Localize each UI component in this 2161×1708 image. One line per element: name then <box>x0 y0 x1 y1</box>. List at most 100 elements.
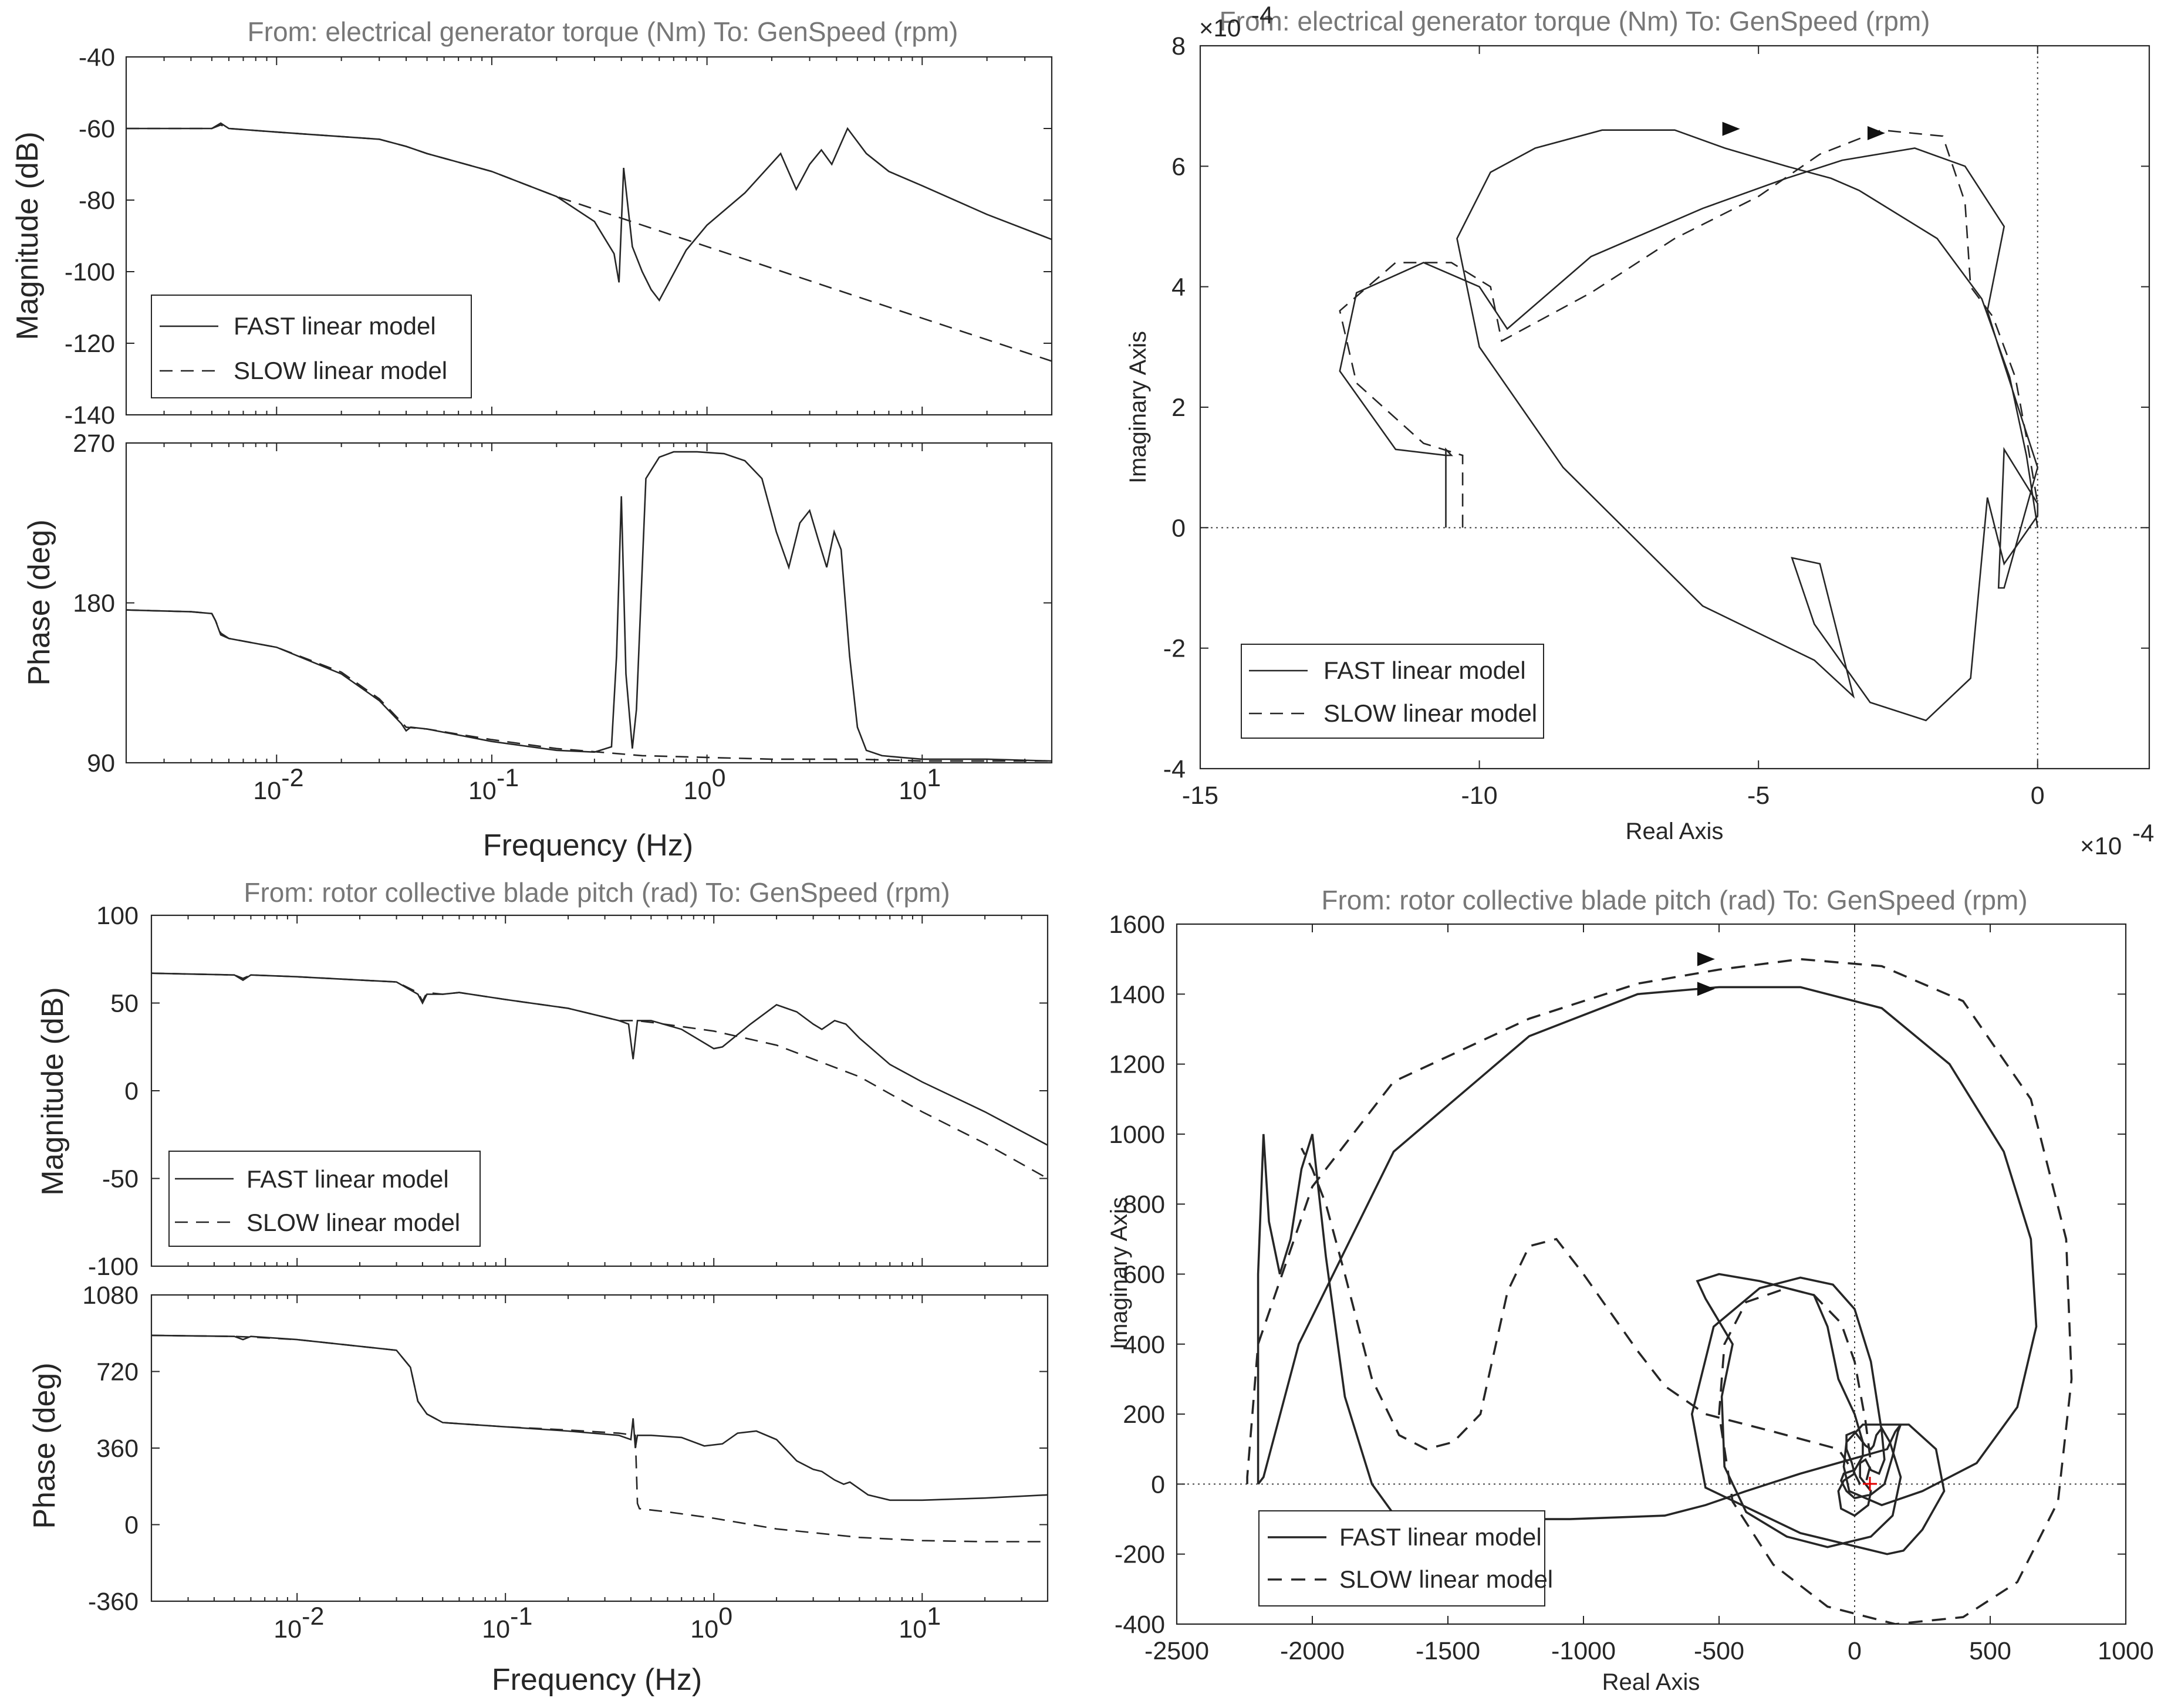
bode1-mag-frame <box>125 56 1053 416</box>
nyquist2-xtick-label: -500 <box>1694 1637 1744 1665</box>
nyquist1-ytick-label: 2 <box>1171 394 1186 422</box>
nyquist2-ytick-label: 1400 <box>1109 980 1165 1009</box>
nyquist2-ytick-label: 1600 <box>1109 911 1165 939</box>
bode2-phase-xtick-label-exp: -2 <box>302 1602 324 1631</box>
nyquist2-xtick-label: -2500 <box>1144 1637 1209 1665</box>
bode2-phase-ytick-label: 360 <box>96 1435 139 1463</box>
bode1-phase-curves <box>126 451 1052 762</box>
bode2-mag-series-slow <box>151 972 1048 1179</box>
nyquist2-title: From: rotor collective blade pitch (rad)… <box>1321 885 2027 915</box>
nyquist2-ytick-label: -400 <box>1115 1611 1165 1639</box>
nyquist1-xtick-label: 0 <box>2031 782 2045 810</box>
nyquist2-xtick-label: 1000 <box>2098 1637 2154 1665</box>
bode1-phase-yticks: 90 180 270 <box>73 429 1052 777</box>
nyquist2-zero-lines <box>1177 924 2126 1624</box>
bode1-phase-ytick-label: 270 <box>73 429 115 458</box>
bode2-phase-series-fast <box>151 1334 1048 1501</box>
nyquist2-ytick-label: 400 <box>1123 1331 1165 1359</box>
bode2-mag-ytick-label: 0 <box>124 1077 139 1105</box>
bode2-phase-series-group <box>151 1334 1048 1543</box>
bode1-phase-xtick-label-exp: 1 <box>927 764 941 792</box>
bode1-mag-series-fast <box>126 122 1052 302</box>
bode1-mag-ytick-label: -60 <box>79 115 115 143</box>
bode1-legend-slow-label: SLOW linear model <box>234 357 447 384</box>
nyquist1-series-fast <box>1339 129 2039 722</box>
bode1-title: From: electrical generator torque (Nm) T… <box>248 16 958 47</box>
bode2-phase-ytick-label: 720 <box>96 1358 139 1386</box>
nyquist1-series-slow <box>1339 129 2039 528</box>
bode1-mag-ytick-label: -40 <box>79 43 115 72</box>
nyquist2-yticks: -400 -200 0 200 400 600 800 1000 1200 1400 1600 <box>1109 911 2126 1639</box>
bode2-mag-ytick-label: -50 <box>102 1165 139 1193</box>
nyquist2-legend-slow-label: SLOW linear model <box>1339 1565 1553 1593</box>
nyquist2-curves <box>1246 952 2073 1624</box>
nyquist1-legend[interactable]: FAST linear model SLOW linear model <box>1241 644 1544 739</box>
bode2-mag-ylabel: Magnitude (dB) <box>36 987 70 1196</box>
nyquist2-xtick-label: -1500 <box>1416 1637 1480 1665</box>
bode1-legend-box <box>151 295 472 398</box>
bode2-phase-ytick-label: -360 <box>88 1588 139 1616</box>
nyquist2-legend[interactable]: FAST linear model SLOW linear model <box>1258 1510 1553 1606</box>
bode1-phase-ytick-label: 180 <box>73 590 115 618</box>
nyquist2-xtick-label: 0 <box>1848 1637 1862 1665</box>
bode1-phase-xtick-label-base: 10 <box>253 777 281 805</box>
bode1-phase-xtick-label-base: 10 <box>684 777 712 805</box>
bode2-mag-curves <box>151 972 1048 1179</box>
nyquist1-legend-slow-label: SLOW linear model <box>1323 699 1537 727</box>
nyquist1-y-exponent-power: -4 <box>1251 1 1273 29</box>
bode1-xlabel: Frequency (Hz) <box>483 828 693 863</box>
bode2-phase-ytick-label: 0 <box>124 1511 139 1540</box>
nyquist1-y-exponent-base: ×10 <box>1199 14 1241 42</box>
bode2-phase-frame <box>150 1294 1049 1602</box>
nyquist2-origin-marker <box>1863 1477 1877 1491</box>
nyquist2-group: From: rotor collective blade pitch (rad)… <box>1106 885 2154 1695</box>
bode1-legend[interactable]: FAST linear model SLOW linear model <box>151 295 472 398</box>
bode2-phase-xtick-label-exp: 1 <box>927 1602 941 1631</box>
bode1-mag-ytick-label: -140 <box>65 401 115 429</box>
bode2-legend[interactable]: FAST linear model SLOW linear model <box>168 1151 481 1247</box>
nyquist2-xticks: -2500 -2000 -1500 -1000 -500 0 500 1000 <box>1144 924 2154 1665</box>
nyquist1-ytick-label: 8 <box>1171 32 1186 60</box>
bode1-group: From: electrical generator torque (Nm) T… <box>11 16 1053 863</box>
nyquist1-xlabel: Real Axis <box>1626 819 1724 844</box>
bode2-phase-series-slow <box>151 1334 1048 1543</box>
nyquist1-group: From: electrical generator torque (Nm) T… <box>1125 1 2154 860</box>
bode1-phase-xtick-label-base: 10 <box>899 777 927 805</box>
bode1-legend-fast-label: FAST linear model <box>234 312 436 340</box>
bode1-phase-series-fast <box>126 451 1052 762</box>
bode2-phase-yticks: 1080 720 360 0 -360 <box>82 1281 1048 1616</box>
bode2-title: From: rotor collective blade pitch (rad)… <box>244 877 950 908</box>
nyquist1-xticks: -15 -10 -5 0 <box>1182 46 2045 810</box>
bode1-phase-ylabel: Phase (deg) <box>22 519 56 685</box>
nyquist2-ytick-label: -200 <box>1115 1541 1165 1569</box>
nyquist1-ytick-label: 6 <box>1171 153 1186 181</box>
nyquist1-ytick-label: 4 <box>1171 273 1186 302</box>
nyquist2-xtick-label: -2000 <box>1280 1637 1345 1665</box>
bode2-mag-ytick-label: 50 <box>110 990 139 1018</box>
nyquist1-curves <box>1339 121 2039 722</box>
nyquist1-ytick-label: -2 <box>1163 635 1186 663</box>
bode1-mag-ylabel: Magnitude (dB) <box>11 131 45 340</box>
bode2-mag-xticks <box>151 915 1048 1266</box>
nyquist2-xlabel: Real Axis <box>1602 1669 1700 1695</box>
nyquist2-ytick-label: 200 <box>1123 1401 1165 1429</box>
bode1-mag-ytick-label: -120 <box>65 330 115 358</box>
bode2-xlabel: Frequency (Hz) <box>492 1663 702 1697</box>
bode2-phase-xtick-label-base: 10 <box>273 1615 302 1643</box>
bode2-legend-box <box>168 1151 481 1247</box>
bode1-phase-xtick-label-exp: -2 <box>281 764 303 792</box>
nyquist1-yticks: -4 -2 0 2 4 6 8 <box>1163 32 2149 783</box>
bode1-phase-xtick-label-exp: -1 <box>497 764 519 792</box>
nyquist1-ylabel: Imaginary Axis <box>1125 331 1151 483</box>
bode2-legend-slow-label: SLOW linear model <box>247 1209 460 1236</box>
bode1-phase-series-group <box>126 451 1052 762</box>
nyquist2-series-fast <box>1257 986 2038 1555</box>
bode1-mag-series-group <box>126 122 1052 362</box>
nyquist1-x-exponent-base: ×10 <box>2080 832 2122 860</box>
nyquist1-ytick-label: 0 <box>1171 514 1186 542</box>
nyquist2-legend-box <box>1258 1510 1545 1606</box>
nyquist2-xtick-label: -1000 <box>1551 1637 1616 1665</box>
nyquist1-xtick-label: -5 <box>1747 782 1770 810</box>
